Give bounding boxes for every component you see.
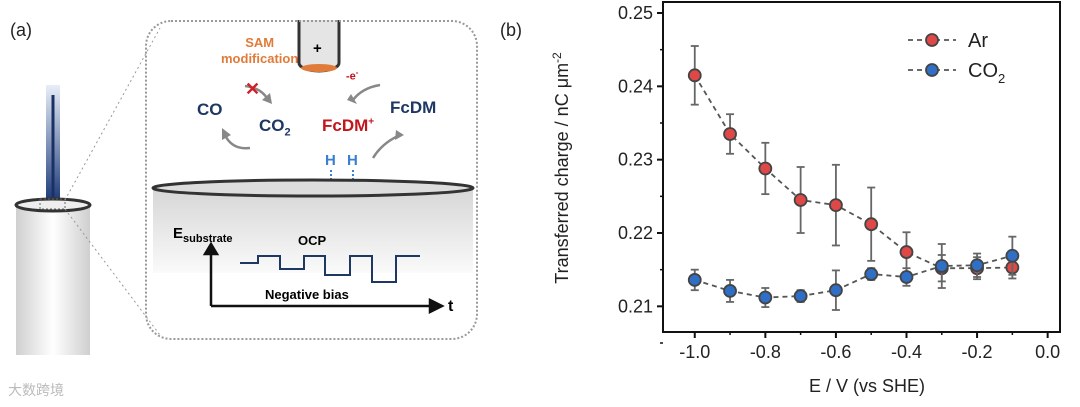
data-point-CO2 [723, 284, 737, 298]
legend-label-CO2: CO2 [968, 60, 1005, 86]
legend-label-Ar: Ar [968, 30, 988, 52]
fcdm-plus-sup: + [368, 116, 375, 128]
data-point-Ar [829, 198, 843, 213]
data-point-Ar [758, 161, 773, 176]
co2-label: CO2 [259, 116, 291, 138]
watermark: 大数跨境 [8, 382, 64, 398]
negative-bias-label: Negative bias [265, 287, 349, 302]
sam-modification-label: SAM modification [221, 35, 298, 67]
fcdm-label: FcDM [390, 98, 437, 117]
y-tick-label: 0.22 [618, 223, 653, 243]
fcdm-plus-main: FcDM [322, 116, 369, 135]
co-label: CO [197, 100, 223, 119]
y-tick-label: 0.23 [618, 150, 653, 170]
x-tick-label: 0.0 [1035, 342, 1060, 362]
tip-positive-sign: + [313, 40, 322, 57]
e-sub: substrate [183, 233, 233, 245]
data-point-Ar [687, 68, 702, 83]
legend-marker-CO2 [925, 63, 939, 77]
ume-tip [297, 20, 341, 73]
legend-label-sub: 2 [998, 71, 1005, 86]
data-point-Ar [723, 127, 737, 141]
panel-a-label: (a) [10, 20, 32, 40]
data-point-CO2 [1005, 248, 1020, 263]
potential-waveform [240, 255, 420, 283]
electrode-illustration: ✕ [14, 20, 475, 355]
panel-b-label: (b) [500, 20, 522, 40]
series-line-CO2 [694, 254, 1013, 299]
data-point-CO2 [934, 259, 949, 273]
e-substrate-label: Esubstrate [173, 225, 233, 245]
probe-tip [46, 85, 60, 200]
data-point-CO2 [793, 289, 808, 303]
ocp-label: OCP [298, 233, 327, 248]
data-point-CO2 [758, 290, 773, 305]
t-axis-label: t [448, 298, 454, 315]
electron-label: -e- [346, 68, 358, 83]
data-point-CO2 [970, 258, 984, 273]
plot-frame [662, 1, 1061, 333]
charge-vs-potential-chart: 0.21 0.22 0.23 0.24 0.25 -1.0 -0.8 -0.6 -0.4 -0.2… [550, 1, 1061, 396]
x-tick-label: -0.6 [820, 342, 851, 362]
y-tick-label: 0.24 [618, 76, 653, 96]
y-tick-label: 0.21 [618, 296, 653, 316]
reaction-inset-frame [145, 20, 478, 340]
electron-sup: - [355, 68, 359, 77]
y-tick-label: 0.25 [618, 3, 653, 23]
x-tick-label: -0.2 [962, 342, 993, 362]
data-point-CO2 [864, 267, 879, 281]
series-line-Ar [693, 74, 1013, 270]
y-axis-label-sup: -2 [550, 52, 564, 63]
data-point-CO2 [829, 283, 843, 298]
e-main: E [173, 225, 184, 242]
h-atom-2: H [347, 152, 358, 169]
data-point-Ar [899, 245, 914, 259]
co2-main: CO [259, 116, 285, 135]
data-point-Ar [793, 193, 808, 207]
data-point-Ar [864, 217, 879, 232]
x-tick-label: -0.4 [891, 342, 922, 362]
arrow-fcdm-oxidation [352, 83, 381, 101]
zoom-guide-line [64, 208, 161, 336]
sam-line-2: modification [221, 51, 299, 66]
y-axis-label: Transferred charge / nC μm-2 [550, 52, 572, 284]
x-axis-label: E / V (vs SHE) [809, 376, 925, 396]
x-tick-label: -0.8 [750, 342, 781, 362]
electron-main: -e [346, 70, 356, 83]
axes-e-t [202, 241, 445, 315]
data-point-CO2 [899, 270, 914, 284]
h-atom-1: H [325, 152, 336, 169]
legend-marker-Ar [925, 33, 939, 47]
blocked-x-icon: ✕ [245, 79, 260, 99]
substrate-cylinder-small [14, 197, 92, 355]
y-axis-label-main: Transferred charge / nC μm [552, 63, 572, 284]
co2-sub: 2 [284, 126, 291, 139]
substrate-disk [151, 178, 475, 273]
x-tick-label: -1.0 [679, 342, 710, 362]
data-point-CO2 [687, 273, 702, 287]
fcdm-plus-label: FcDM+ [322, 116, 374, 136]
sam-line-1: SAM [245, 35, 275, 50]
